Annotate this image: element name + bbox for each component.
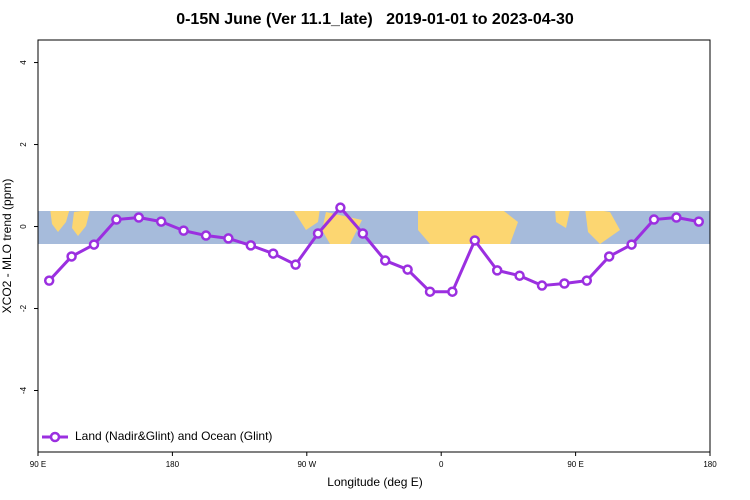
point [178,225,189,236]
x-tick-label: 90 W [297,460,316,469]
x-tick-label: 0 [439,460,444,469]
x-tick-label: 90 E [30,460,46,469]
plot-frame [37,39,711,453]
x-tick-label: 90 E [567,460,583,469]
point [335,202,346,213]
y-tick-label: 0 [19,224,28,229]
point [267,248,279,259]
point [671,212,682,223]
legend-label: Land (Nadir&Glint) and Ocean (Glint) [75,429,272,443]
point [43,275,55,286]
point [693,216,705,227]
point [357,228,369,239]
chart-title: 0-15N June (Ver 11.1_late) 2019-01-01 to… [176,11,574,28]
point [447,286,458,297]
point [424,286,436,297]
point [626,239,637,250]
y-tick-label: 4 [19,60,28,65]
point [648,214,660,225]
x-tick-label: 180 [703,460,717,469]
x-axis-label: Longitude (deg E) [327,475,422,489]
point [133,212,145,223]
y-tick-label: -2 [19,304,28,312]
point [581,275,593,286]
point [491,265,503,276]
legend-marker [49,431,61,443]
point [559,278,570,289]
point [603,251,615,262]
map-band [38,211,710,244]
y-axis-label: XCO2 - MLO trend (ppm) [0,179,14,314]
point [155,216,167,227]
point [402,264,413,275]
y-tick-label: 2 [19,142,28,147]
y-tick-label: -4 [19,386,28,394]
point [469,235,481,246]
point [312,228,324,239]
point [111,214,122,225]
point [200,230,212,241]
point [245,240,257,251]
point [379,255,391,266]
point [514,270,525,281]
point [88,239,100,250]
point [536,280,548,291]
x-tick-label: 180 [166,460,180,469]
point [290,259,301,270]
point [223,233,234,244]
point [66,251,77,262]
